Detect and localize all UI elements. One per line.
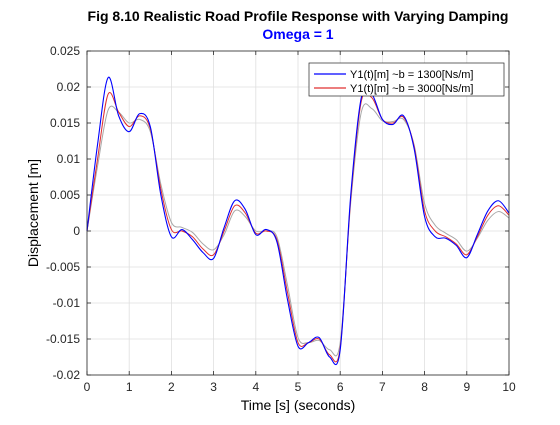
y-tick-label: 0.025 [50, 44, 80, 58]
x-tick-label: 10 [502, 380, 516, 394]
x-tick-label: 3 [210, 380, 217, 394]
x-tick-label: 0 [84, 380, 91, 394]
y-axis-label: Displacement [m] [25, 159, 41, 267]
x-tick-label: 1 [126, 380, 133, 394]
y-tick-label: 0.005 [50, 188, 80, 202]
chart-subtitle: Omega = 1 [262, 26, 333, 42]
x-tick-label: 9 [463, 380, 470, 394]
legend-label-1: Y1(t)[m] ~b = 1300[Ns/m] [350, 69, 474, 81]
x-tick-label: 6 [337, 380, 344, 394]
x-tick-label: 7 [379, 380, 386, 394]
y-tick-label: -0.01 [53, 296, 81, 310]
y-tick-label: -0.02 [53, 368, 81, 382]
x-tick-label: 5 [295, 380, 302, 394]
y-tick-label: -0.005 [46, 260, 80, 274]
x-tick-label: 8 [421, 380, 428, 394]
y-tick-label: 0.01 [57, 152, 81, 166]
x-tick-label: 4 [252, 380, 259, 394]
x-tick-label: 2 [168, 380, 175, 394]
y-tick-label: 0 [73, 224, 80, 238]
legend-label-2: Y1(t)[m] ~b = 3000[Ns/m] [350, 83, 474, 95]
chart-title: Fig 8.10 Realistic Road Profile Response… [88, 8, 509, 24]
y-tick-label: 0.02 [57, 80, 81, 94]
x-axis-label: Time [s] (seconds) [241, 397, 356, 413]
legend: Y1(t)[m] ~b = 1300[Ns/m] Y1(t)[m] ~b = 30… [309, 63, 504, 96]
y-tick-label: 0.015 [50, 116, 80, 130]
y-tick-label: -0.015 [46, 332, 80, 346]
